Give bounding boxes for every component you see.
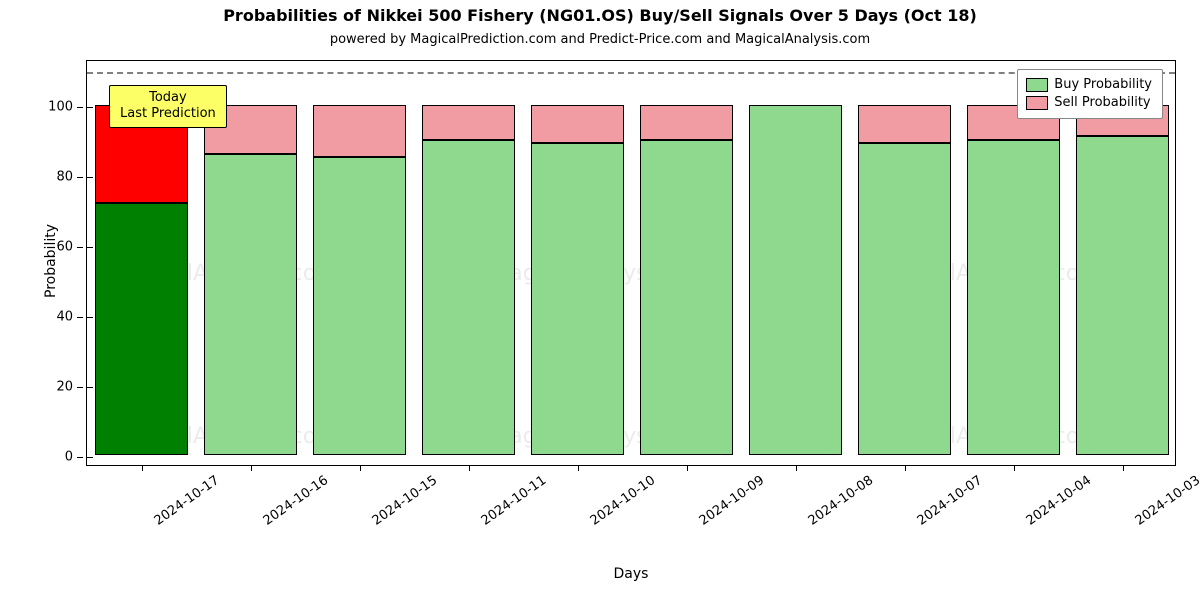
xtick-mark [905, 465, 906, 471]
bar [95, 105, 189, 455]
ytick-mark [77, 107, 83, 108]
today-callout-line2: Last Prediction [120, 106, 216, 121]
xtick-mark [251, 465, 252, 471]
ytick-label: 0 [65, 449, 73, 464]
xtick-label: 2024-10-03 [1132, 473, 1200, 529]
bar-segment-buy [95, 203, 189, 455]
xtick-label: 2024-10-15 [369, 473, 440, 529]
xtick-mark [796, 465, 797, 471]
legend-label-buy: Buy Probability [1054, 76, 1152, 94]
bar-segment-buy [1076, 136, 1170, 455]
bars-layer [87, 61, 1175, 465]
bar [1076, 105, 1170, 455]
bar [422, 105, 516, 455]
bar-segment-buy [422, 140, 516, 455]
bar-segment-buy [531, 143, 625, 455]
xtick-mark [687, 465, 688, 471]
legend: Buy Probability Sell Probability [1017, 69, 1163, 119]
legend-swatch-buy [1026, 78, 1048, 92]
ytick-mark-inner [87, 107, 93, 108]
xtick-label: 2024-10-09 [696, 473, 767, 529]
xtick-label: 2024-10-07 [914, 473, 985, 529]
xtick-mark [469, 465, 470, 471]
ytick-label: 80 [56, 169, 73, 184]
xtick-mark [1123, 465, 1124, 471]
ytick-label: 20 [56, 379, 73, 394]
bar-segment-sell [531, 105, 625, 144]
today-callout-line1: Today [149, 90, 187, 105]
xtick-label: 2024-10-08 [805, 473, 876, 529]
chart-subtitle: powered by MagicalPrediction.com and Pre… [0, 32, 1200, 47]
ytick-mark [77, 317, 83, 318]
bar [313, 105, 407, 455]
ytick-mark [77, 387, 83, 388]
bar [967, 105, 1061, 455]
bar [531, 105, 625, 455]
xtick-mark [578, 465, 579, 471]
bar-segment-buy [749, 105, 843, 455]
ytick-label: 40 [56, 309, 73, 324]
ytick-mark [77, 247, 83, 248]
xtick-label: 2024-10-10 [587, 473, 658, 529]
xtick-label: 2024-10-04 [1023, 473, 1094, 529]
bar-segment-sell [422, 105, 516, 140]
legend-swatch-sell [1026, 96, 1048, 110]
bar [640, 105, 734, 455]
x-axis-label: Days [86, 566, 1176, 582]
bar [204, 105, 298, 455]
bar-segment-buy [640, 140, 734, 455]
xtick-mark [360, 465, 361, 471]
bar-segment-sell [313, 105, 407, 158]
chart-title: Probabilities of Nikkei 500 Fishery (NG0… [0, 6, 1200, 25]
ytick-mark-inner [87, 247, 93, 248]
legend-label-sell: Sell Probability [1054, 94, 1150, 112]
bar [858, 105, 952, 455]
xtick-label: 2024-10-17 [151, 473, 222, 529]
ytick-mark-inner [87, 317, 93, 318]
xtick-label: 2024-10-16 [260, 473, 331, 529]
today-callout: Today Last Prediction [109, 85, 227, 128]
legend-item-sell: Sell Probability [1026, 94, 1152, 112]
ytick-mark-inner [87, 457, 93, 458]
bar-segment-buy [313, 157, 407, 455]
ytick-mark [77, 457, 83, 458]
ytick-mark-inner [87, 177, 93, 178]
legend-item-buy: Buy Probability [1026, 76, 1152, 94]
y-axis-label: Probability [43, 224, 59, 298]
xtick-mark [142, 465, 143, 471]
bar-segment-buy [204, 154, 298, 455]
xtick-label: 2024-10-11 [478, 473, 549, 529]
plot-area: MagicalAnalysis.comMagicalAnalysis.comMa… [86, 60, 1176, 466]
chart-container: Probabilities of Nikkei 500 Fishery (NG0… [0, 0, 1200, 600]
ytick-mark-inner [87, 387, 93, 388]
ytick-mark [77, 177, 83, 178]
bar-segment-buy [858, 143, 952, 455]
ytick-label: 100 [48, 99, 73, 114]
xtick-mark [1014, 465, 1015, 471]
bar-segment-sell [640, 105, 734, 140]
bar-segment-buy [967, 140, 1061, 455]
bar-segment-sell [858, 105, 952, 144]
bar [749, 105, 843, 455]
